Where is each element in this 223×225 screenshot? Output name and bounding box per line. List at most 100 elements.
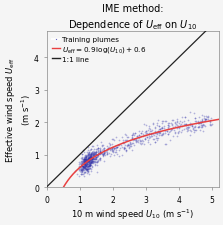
Point bbox=[83, 165, 87, 169]
Point bbox=[91, 161, 95, 164]
Point bbox=[85, 166, 89, 169]
Point bbox=[98, 149, 101, 153]
Point bbox=[111, 137, 115, 141]
Point bbox=[87, 159, 90, 162]
Point bbox=[89, 157, 93, 160]
Point bbox=[83, 161, 87, 165]
Point bbox=[98, 153, 101, 156]
Point bbox=[138, 139, 141, 142]
Point bbox=[139, 139, 142, 143]
Point bbox=[86, 165, 90, 168]
Point bbox=[156, 130, 160, 133]
Point bbox=[98, 153, 102, 156]
Point bbox=[176, 126, 179, 130]
Point bbox=[80, 164, 83, 168]
Point bbox=[138, 141, 142, 145]
Point bbox=[80, 167, 83, 170]
Point bbox=[197, 121, 201, 125]
Point bbox=[184, 123, 187, 126]
Point bbox=[90, 160, 93, 164]
Point bbox=[91, 154, 95, 158]
Point bbox=[149, 135, 152, 139]
Point bbox=[147, 140, 150, 144]
Point bbox=[186, 126, 190, 130]
Point bbox=[88, 156, 91, 160]
Point bbox=[83, 171, 87, 174]
Point bbox=[199, 122, 203, 126]
Point bbox=[84, 160, 87, 163]
Point bbox=[162, 126, 165, 130]
Point bbox=[185, 128, 188, 131]
Point bbox=[89, 148, 92, 152]
Point bbox=[176, 124, 179, 127]
Point bbox=[124, 132, 127, 136]
Point bbox=[166, 132, 170, 136]
Point bbox=[100, 151, 103, 155]
Point bbox=[101, 155, 105, 158]
Point bbox=[86, 158, 90, 161]
Point bbox=[93, 157, 97, 160]
Point bbox=[196, 122, 200, 126]
Point bbox=[130, 135, 134, 139]
Point bbox=[89, 156, 92, 160]
Point bbox=[139, 132, 143, 135]
Point bbox=[85, 156, 88, 160]
Point bbox=[95, 160, 98, 164]
Point bbox=[159, 126, 163, 130]
Point bbox=[202, 124, 206, 127]
Point bbox=[107, 151, 111, 155]
Point bbox=[189, 110, 192, 114]
Point bbox=[87, 166, 90, 170]
Point bbox=[146, 136, 149, 139]
Point bbox=[89, 155, 93, 158]
Point bbox=[79, 164, 83, 168]
Point bbox=[184, 123, 187, 126]
Point bbox=[84, 168, 87, 171]
Point bbox=[168, 129, 171, 133]
Point bbox=[82, 165, 86, 169]
Point bbox=[80, 164, 84, 168]
Point bbox=[88, 154, 91, 157]
Point bbox=[142, 142, 146, 146]
Point bbox=[85, 164, 89, 168]
Point bbox=[83, 163, 87, 167]
Point bbox=[79, 162, 83, 166]
Point bbox=[81, 164, 85, 168]
Point bbox=[193, 125, 197, 128]
Point bbox=[93, 152, 97, 155]
Point bbox=[186, 129, 190, 133]
Point bbox=[85, 159, 89, 163]
Point bbox=[77, 167, 81, 171]
Point bbox=[83, 161, 86, 164]
Point bbox=[86, 162, 89, 166]
Point bbox=[83, 158, 86, 162]
Point bbox=[89, 164, 92, 167]
Point bbox=[85, 169, 88, 172]
Point bbox=[117, 143, 121, 147]
Point bbox=[87, 166, 91, 170]
Point bbox=[89, 160, 92, 163]
Point bbox=[84, 158, 87, 161]
Point bbox=[92, 153, 95, 156]
Point bbox=[84, 160, 88, 164]
Point bbox=[133, 139, 137, 142]
Point bbox=[112, 146, 116, 150]
Point bbox=[103, 146, 106, 150]
Point bbox=[97, 154, 100, 158]
Point bbox=[197, 115, 201, 119]
Point bbox=[89, 156, 92, 160]
Point bbox=[88, 154, 92, 158]
Point bbox=[102, 148, 106, 152]
Point bbox=[81, 164, 84, 168]
Point bbox=[155, 123, 159, 127]
Point bbox=[95, 171, 98, 175]
Point bbox=[132, 134, 136, 138]
Point bbox=[93, 155, 97, 159]
Point bbox=[188, 122, 192, 125]
Point bbox=[93, 153, 96, 157]
Point bbox=[96, 152, 100, 156]
Point bbox=[176, 132, 180, 136]
Point bbox=[186, 123, 190, 127]
Point bbox=[86, 152, 90, 156]
Point bbox=[98, 151, 102, 155]
